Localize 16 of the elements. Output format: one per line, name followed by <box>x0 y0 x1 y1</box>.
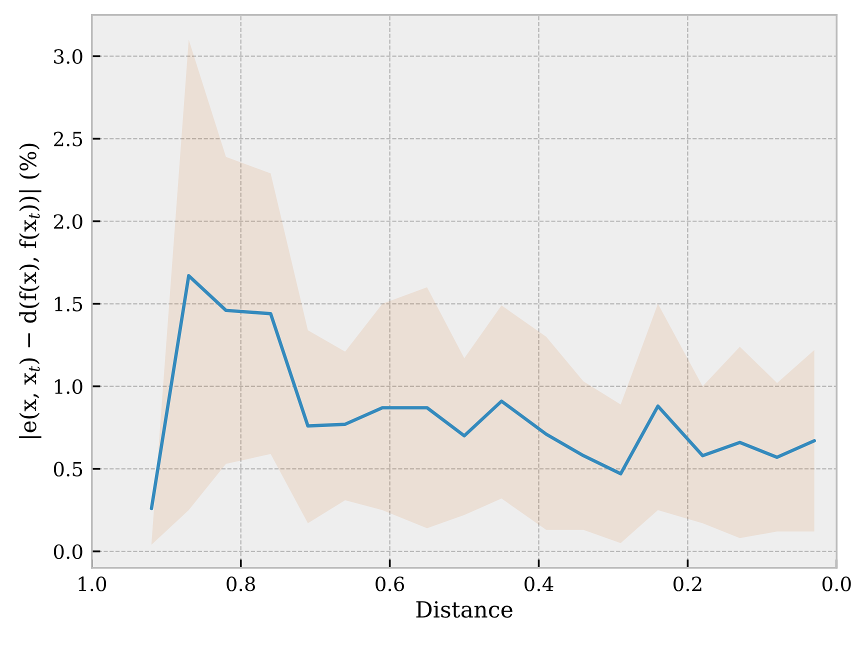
y-tick-label: 1.5 <box>55 296 82 312</box>
x-tick-label: 1.0 <box>78 576 106 592</box>
y-tick-label: 1.0 <box>55 379 82 394</box>
x-tick-label: 0.0 <box>822 576 851 592</box>
x-tick-label: 0.2 <box>674 576 702 592</box>
y-tick-label: 2.0 <box>54 214 82 229</box>
line-series <box>150 274 816 510</box>
y-tick-label: 0.5 <box>54 462 82 477</box>
x-tick-label: 0.4 <box>524 576 554 592</box>
x-axis-title: Distance <box>416 601 512 618</box>
x-tick-label: 0.6 <box>376 576 404 592</box>
x-tick-label: 0.8 <box>226 576 256 592</box>
y-axis-title: |e(x, x$_{t}$) − d(f(x), f(x$_{t}$))| (%) <box>19 144 42 438</box>
y-tick-label: 2.5 <box>54 132 82 146</box>
y-tick-label: 0.0 <box>54 544 82 560</box>
y-tick-label: 3.0 <box>54 49 82 64</box>
